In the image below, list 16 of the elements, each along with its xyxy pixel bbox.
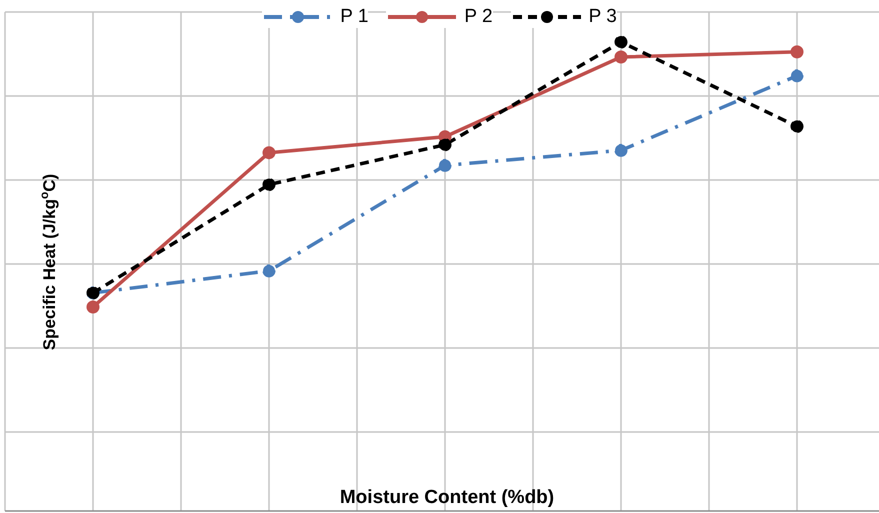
- x-axis-title: Moisture Content (%db): [340, 487, 554, 508]
- legend-label: P 3: [588, 6, 617, 28]
- point: [790, 45, 804, 58]
- point: [614, 144, 628, 157]
- legend-label: P 2: [464, 6, 493, 28]
- point: [262, 178, 276, 192]
- point: [438, 138, 452, 152]
- point: [790, 120, 804, 133]
- point: [262, 264, 276, 278]
- point: [262, 146, 276, 160]
- point: [790, 69, 804, 82]
- legend-label: P 1: [340, 6, 368, 28]
- point: [614, 50, 628, 64]
- point: [86, 300, 100, 314]
- point: [438, 158, 452, 172]
- point: [614, 36, 628, 49]
